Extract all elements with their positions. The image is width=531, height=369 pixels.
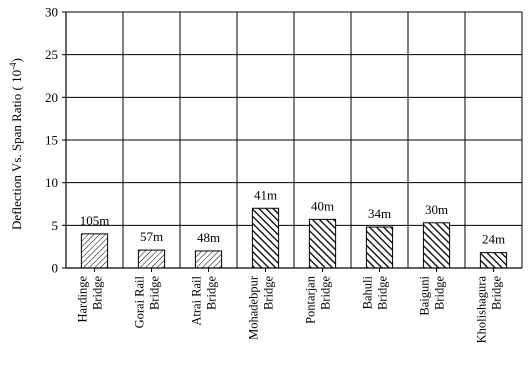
x-tick-label-line: Bridge [490, 276, 504, 310]
y-tick-label: 0 [52, 261, 59, 276]
x-tick-label-line: Mohadebpur [247, 275, 261, 340]
x-tick-label-line: Bridge [433, 276, 447, 310]
bar [365, 226, 394, 269]
bar-data-label: 57m [140, 229, 163, 244]
y-axis-title: Deflection Vs. Span Ratio ( 10-4) [8, 58, 24, 230]
y-tick-label: 30 [45, 5, 58, 20]
bar [251, 207, 280, 269]
x-tick-label-line: Bridge [148, 276, 162, 310]
bar-data-label: 24m [482, 232, 505, 247]
bar [422, 222, 451, 269]
bar-data-label: 48m [197, 230, 220, 245]
x-tick-label-line: Bridge [376, 276, 390, 310]
bar-data-label: 105m [80, 213, 110, 228]
x-tick-label-line: Hardinge [76, 276, 90, 323]
x-tick-label-line: Bridge [262, 276, 276, 310]
axes [62, 11, 522, 272]
bar-data-label: 41m [254, 187, 277, 202]
x-tick-label-line: Bridge [91, 276, 105, 310]
x-tick-label: Bahuli Bridge [361, 275, 390, 310]
bar-data-label: 40m [311, 198, 334, 213]
bar [80, 233, 109, 269]
x-tick-label: Baiguni Bridge [418, 275, 447, 315]
x-tick-label: Gorai Rail Bridge [133, 275, 162, 328]
x-tick-label: Hardinge Bridge [76, 276, 105, 323]
y-tick-label: 20 [45, 90, 58, 105]
bars [80, 207, 508, 269]
x-tick-label: Pontarjan Bridge [304, 275, 333, 324]
bar [479, 252, 508, 269]
x-tick-label-line: Bridge [319, 276, 333, 310]
x-tick-label-line: Pontarjan [304, 275, 318, 324]
x-tick-label-line: Gorai Rail [133, 275, 147, 328]
bar [137, 249, 166, 269]
x-tick-label-line: Bahuli [361, 275, 375, 309]
x-tick-label-line: Atrai Rail [190, 275, 204, 325]
bar-data-label: 34m [368, 206, 391, 221]
grid-lines [65, 11, 523, 269]
x-tick-label-line: Bridge [205, 276, 219, 310]
bar [194, 250, 223, 269]
bar [308, 218, 337, 269]
x-tick-label-line: Baiguni [418, 275, 432, 315]
x-tick-label: Kholishagura Bridge [475, 276, 504, 344]
bar-data-label: 30m [425, 202, 448, 217]
x-tick-label: Mohadebpur Bridge [247, 275, 276, 340]
labels: 105m 57m 48m 41m 40m 34m 30m 24m 0 5 10 15 20 25 30 Har… [8, 5, 505, 344]
x-tick-label: Atrai Rail Bridge [190, 275, 219, 325]
y-tick-label: 5 [52, 218, 59, 233]
y-tick-label: 10 [45, 175, 58, 190]
x-tick-label-line: Kholishagura [475, 276, 489, 344]
y-tick-label: 15 [45, 133, 58, 148]
y-tick-label: 25 [45, 47, 58, 62]
